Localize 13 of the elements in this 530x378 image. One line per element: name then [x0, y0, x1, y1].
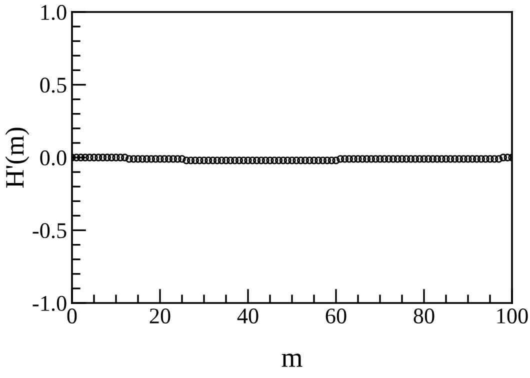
x-tick-label: 40	[237, 308, 258, 324]
y-tick-label: -1.0	[32, 296, 66, 312]
x-tick-label: 20	[150, 308, 170, 324]
x-tick-label: 100	[497, 308, 528, 324]
y-tick-label: 0.5	[40, 78, 66, 93]
x-tick-label: 60	[326, 308, 346, 324]
y-tick-label: 0.0	[40, 150, 66, 166]
x-axis-title: m	[282, 354, 302, 367]
x-tick-label: 80	[414, 308, 434, 324]
y-tick-label: -0.5	[32, 223, 66, 238]
x-tick-label: 0	[67, 308, 77, 324]
y-axis-title: H'(m)	[5, 128, 30, 188]
y-tick-label: 1.0	[41, 4, 66, 20]
